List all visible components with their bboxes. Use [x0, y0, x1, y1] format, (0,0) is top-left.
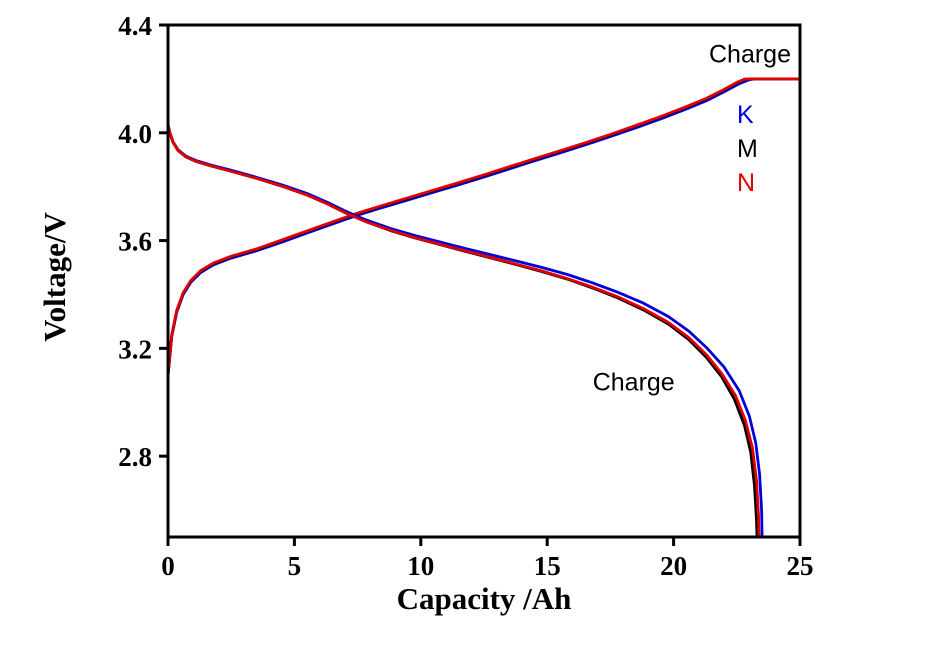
series-n-discharge — [166, 123, 761, 539]
annotation-charge-top: Charge — [708, 40, 791, 69]
x-axis-label: Capacity /Ah — [396, 581, 572, 616]
y-tick-label: 4.0 — [118, 119, 152, 149]
x-tick-label: 15 — [534, 551, 561, 581]
annotation-charge-lower: Charge — [592, 368, 675, 397]
x-tick-label: 5 — [288, 551, 302, 581]
x-tick-label: 10 — [407, 551, 434, 581]
series-m-charge — [166, 77, 802, 377]
series-k-discharge — [166, 123, 764, 539]
x-tick-label: 20 — [660, 551, 687, 581]
y-tick-label: 4.4 — [118, 11, 152, 41]
y-tick-label: 2.8 — [118, 442, 152, 472]
y-axis-label: Voltage/V — [37, 212, 72, 342]
legend-item-n: N — [737, 169, 756, 197]
series-n-charge — [166, 77, 802, 377]
legend-item-k: K — [737, 101, 754, 129]
legend: K M N — [737, 103, 758, 196]
series-k-charge — [166, 77, 802, 377]
x-tick-label: 25 — [787, 551, 814, 581]
x-tick-label: 0 — [161, 551, 175, 581]
y-tick-label: 3.6 — [118, 227, 152, 257]
plot-frame — [166, 23, 802, 539]
y-tick-label: 3.2 — [118, 334, 152, 364]
series-m-discharge — [166, 123, 759, 539]
legend-item-m: M — [737, 135, 758, 163]
